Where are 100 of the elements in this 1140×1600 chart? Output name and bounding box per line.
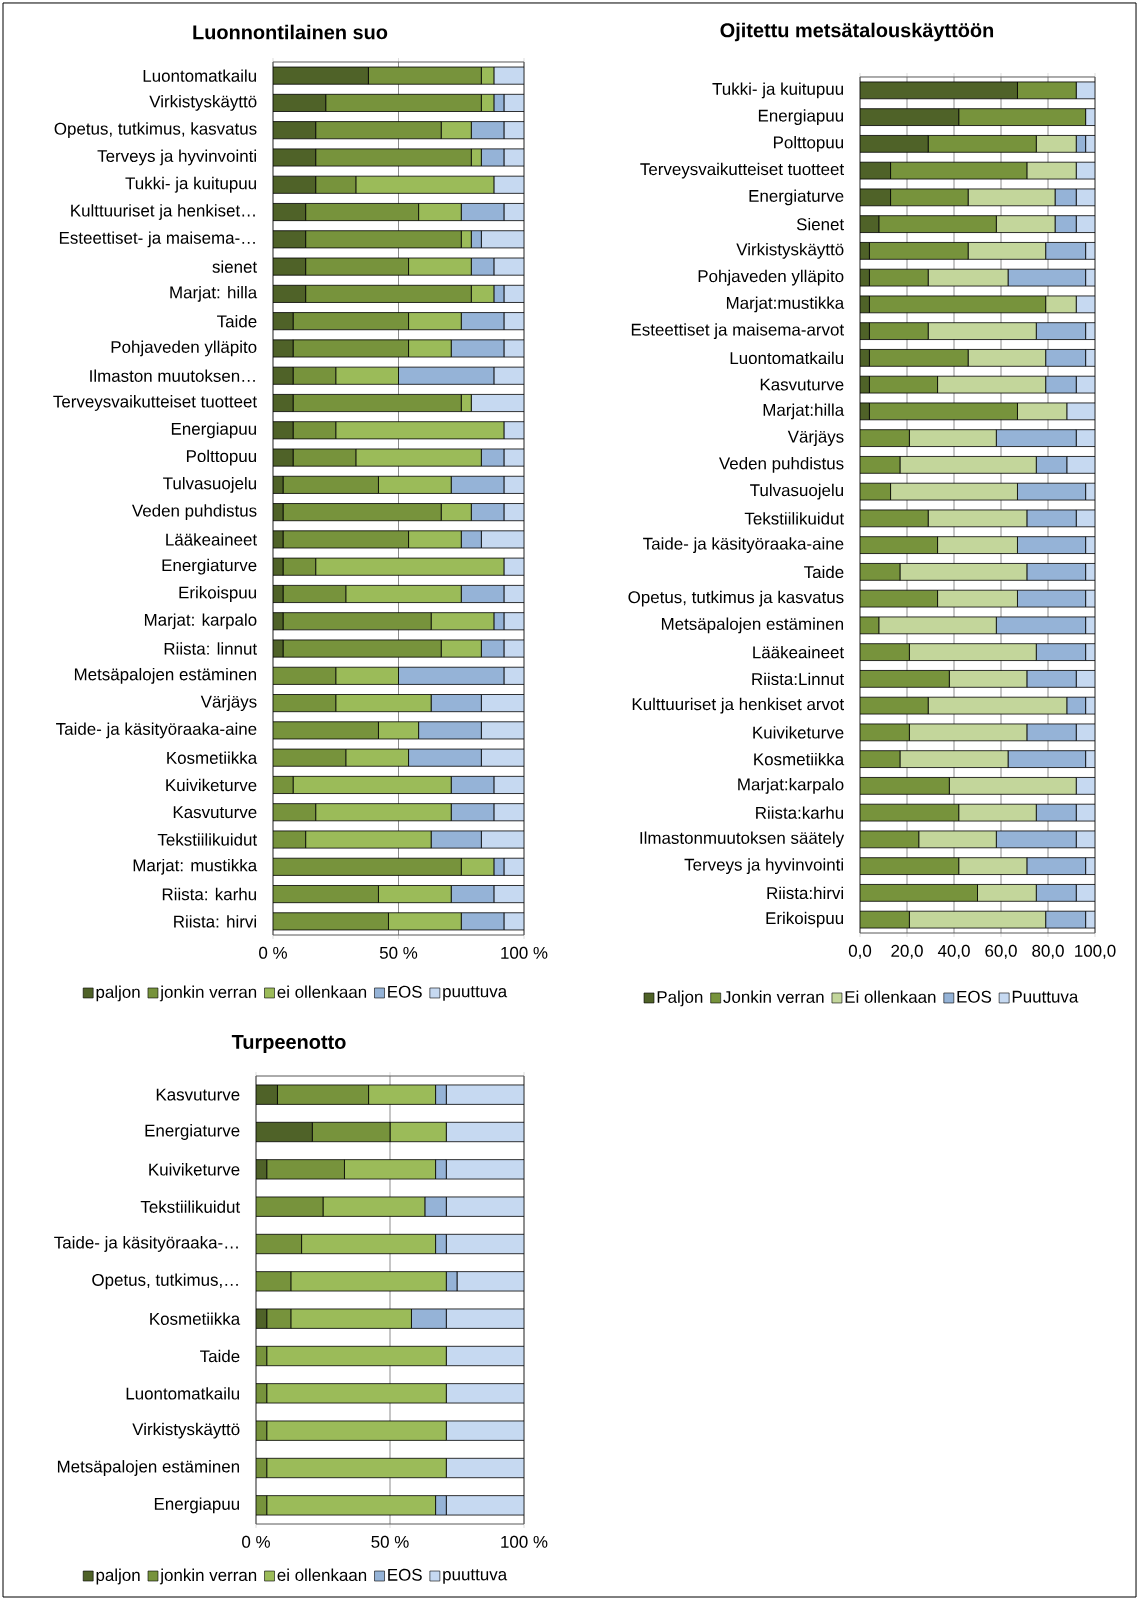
bar bbox=[445, 1196, 524, 1217]
bar bbox=[445, 1308, 524, 1329]
legend-label: jonkin verran bbox=[159, 985, 257, 1002]
bar bbox=[860, 643, 910, 661]
bar bbox=[256, 1121, 313, 1143]
x-tick-label: 0,0 bbox=[848, 944, 872, 959]
y-tick-label: sienet bbox=[212, 260, 258, 273]
y-tick-label: Kulttuuriset ja henkiset… bbox=[71, 204, 255, 220]
bar bbox=[860, 135, 929, 153]
y-tick-label: Kosmetiikka bbox=[167, 751, 258, 764]
y-tick-label: Polttopuu bbox=[773, 135, 844, 152]
y-tick-label: Energiaturve bbox=[162, 558, 257, 575]
y-tick-label: Energiapuu bbox=[758, 109, 844, 126]
bar bbox=[277, 1084, 369, 1105]
bar bbox=[266, 1159, 345, 1180]
bar bbox=[445, 1121, 524, 1143]
y-tick-label: Terveys ja hyvinvointi bbox=[97, 149, 256, 166]
x-tick-label: 100 % bbox=[501, 946, 548, 959]
bar bbox=[282, 584, 347, 603]
bar bbox=[282, 475, 379, 494]
y-tick-label: Taide bbox=[804, 565, 844, 579]
y-tick-label: Lääkeaineet bbox=[166, 533, 257, 546]
bar bbox=[445, 1345, 524, 1367]
y-tick-label: Riista:Linnut bbox=[752, 672, 845, 686]
y-tick-label: Ilmastonmuutoksen säätely bbox=[640, 831, 845, 848]
legend-label: puuttuva bbox=[443, 1569, 508, 1584]
y-tick-label: Kasvuturve bbox=[760, 378, 844, 391]
bar bbox=[878, 215, 997, 233]
x-tick-label: 80,0 bbox=[1032, 944, 1064, 959]
legend-label: puuttuva bbox=[443, 986, 508, 1001]
bar bbox=[445, 1233, 524, 1255]
y-tick-label: Riista: karhu bbox=[162, 887, 257, 901]
bar bbox=[282, 503, 442, 522]
legend-label: EOS bbox=[957, 990, 992, 1003]
bar bbox=[273, 694, 337, 713]
x-tick-label: 40,0 bbox=[937, 944, 970, 959]
bar bbox=[445, 1159, 524, 1180]
y-tick-label: Marjat:hilla bbox=[763, 403, 845, 420]
bar bbox=[860, 536, 938, 554]
y-tick-label: Riista:hirvi bbox=[767, 886, 844, 900]
legend-label: paljon bbox=[96, 985, 140, 1002]
legend-label: paljon bbox=[96, 1568, 140, 1585]
y-tick-label: Kulttuuriset ja henkiset arvot bbox=[632, 697, 844, 714]
legend-label: jonkin verran bbox=[159, 1568, 257, 1585]
bar bbox=[445, 1084, 524, 1105]
y-tick-label: Erikoispuu bbox=[179, 586, 257, 602]
bar bbox=[445, 1420, 524, 1441]
bar bbox=[470, 394, 524, 413]
bar bbox=[273, 666, 337, 685]
y-tick-label: Virkistyskäyttö bbox=[132, 1422, 240, 1439]
bar bbox=[456, 1271, 524, 1292]
bar bbox=[869, 349, 969, 367]
y-tick-label: Metsäpalojen estäminen bbox=[57, 1460, 239, 1476]
bar bbox=[273, 885, 379, 904]
x-tick-label: 100,0 bbox=[1075, 944, 1116, 959]
y-tick-label: Erikoispuu bbox=[766, 911, 844, 928]
legend-label: Paljon bbox=[657, 990, 703, 1007]
y-tick-label: Sienet bbox=[796, 217, 845, 231]
bar bbox=[860, 456, 901, 474]
bar bbox=[282, 530, 409, 549]
y-tick-label: Terveysvaikutteiset tuotteet bbox=[640, 162, 844, 179]
chart-title: Luonnontilainen suo bbox=[193, 24, 388, 40]
y-tick-label: Marjat: mustikka bbox=[133, 858, 258, 875]
bar bbox=[860, 563, 901, 581]
bar bbox=[860, 857, 960, 875]
bar bbox=[305, 203, 419, 222]
y-tick-label: Värjäys bbox=[787, 430, 844, 447]
bar bbox=[292, 394, 462, 413]
y-tick-label: Terveys ja hyvinvointi bbox=[684, 858, 843, 875]
legend-label: ei ollenkaan bbox=[277, 1568, 367, 1582]
bar bbox=[445, 1383, 524, 1404]
chart-title: Turpeenotto bbox=[231, 1035, 346, 1053]
y-tick-label: Opetus, tutkimus, kasvatus bbox=[54, 122, 257, 139]
bar bbox=[927, 135, 1037, 153]
y-tick-label: Taide- ja käsityöraaka-… bbox=[54, 1236, 238, 1252]
y-tick-label: Tulvasuojelu bbox=[750, 483, 844, 500]
bar bbox=[869, 242, 969, 260]
bar bbox=[869, 322, 929, 340]
bar bbox=[282, 612, 432, 631]
y-tick-label: Energiapuu bbox=[171, 422, 257, 439]
y-tick-label: Marjat: hilla bbox=[170, 286, 258, 302]
y-tick-label: Virkistyskäyttö bbox=[736, 242, 844, 259]
y-tick-label: Riista:karhu bbox=[756, 806, 844, 819]
y-tick-label: Marjat: karpalo bbox=[144, 613, 257, 630]
bar bbox=[305, 230, 462, 249]
legend-label: EOS bbox=[388, 1568, 422, 1581]
bar bbox=[860, 108, 960, 126]
y-tick-label: Tukki- ja kuitupuu bbox=[125, 176, 256, 193]
y-tick-label: Tekstiilikuidut bbox=[157, 833, 258, 846]
y-tick-label: Pohjaveden ylläpito bbox=[111, 340, 257, 357]
bar bbox=[958, 108, 1087, 126]
bar bbox=[325, 93, 482, 112]
y-tick-label: Energiaturve bbox=[749, 189, 844, 206]
bar bbox=[273, 748, 347, 767]
bar bbox=[445, 1457, 524, 1479]
y-tick-label: Kasvuturve bbox=[173, 806, 257, 819]
bar bbox=[445, 1495, 524, 1516]
y-tick-label: Taide bbox=[200, 1349, 240, 1363]
y-tick-label: Lääkeaineet bbox=[753, 645, 845, 659]
bar bbox=[860, 429, 910, 447]
